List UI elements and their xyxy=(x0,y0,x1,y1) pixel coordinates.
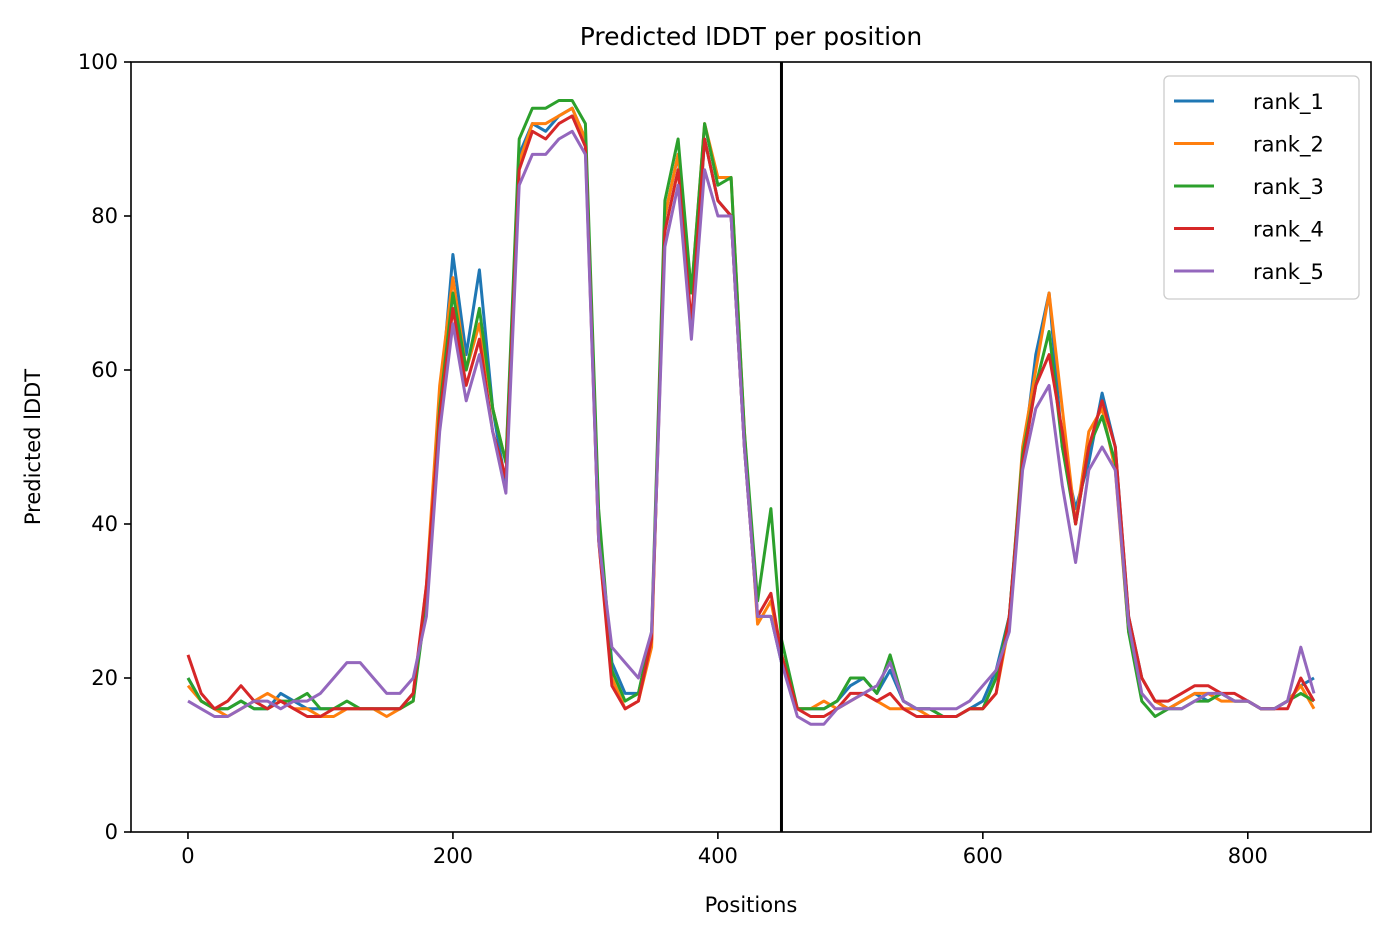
legend-label: rank_1 xyxy=(1253,90,1324,115)
legend-label: rank_4 xyxy=(1253,218,1324,243)
y-axis-ticks: 0 20 40 60 80 100 xyxy=(78,50,131,844)
y-tick-label: 80 xyxy=(91,204,118,228)
series-line-rank_4 xyxy=(186,114,1316,718)
series-line-rank_3 xyxy=(186,99,1315,718)
x-tick-label: 400 xyxy=(698,844,738,868)
legend-label: rank_2 xyxy=(1253,133,1324,158)
y-tick-label: 20 xyxy=(91,666,118,690)
x-tick-label: 600 xyxy=(963,844,1003,868)
y-axis-label: Predicted lDDT xyxy=(21,369,45,525)
series-line-rank_2 xyxy=(186,106,1316,718)
legend-label: rank_3 xyxy=(1253,175,1324,200)
x-tick-label: 800 xyxy=(1228,844,1268,868)
x-axis-label: Positions xyxy=(705,893,798,917)
x-axis-ticks: 0 200 400 600 800 xyxy=(181,832,1268,868)
series-line-rank_5 xyxy=(187,129,1316,726)
plot-series-group xyxy=(186,99,1316,726)
y-tick-label: 60 xyxy=(91,358,118,382)
legend-box xyxy=(1163,75,1360,300)
x-tick-label: 0 xyxy=(181,844,194,868)
y-tick-label: 40 xyxy=(91,512,118,536)
axes-frame xyxy=(130,61,1372,833)
y-tick-label: 100 xyxy=(78,50,118,74)
series-line-rank_1 xyxy=(186,106,1315,718)
x-tick-label: 200 xyxy=(433,844,473,868)
y-tick-label: 0 xyxy=(105,820,118,844)
chart-title: Predicted lDDT per position xyxy=(580,22,922,51)
legend-label: rank_5 xyxy=(1253,260,1324,285)
legend: rank_1 rank_2 rank_3 rank_4 rank_5 xyxy=(1163,75,1360,300)
